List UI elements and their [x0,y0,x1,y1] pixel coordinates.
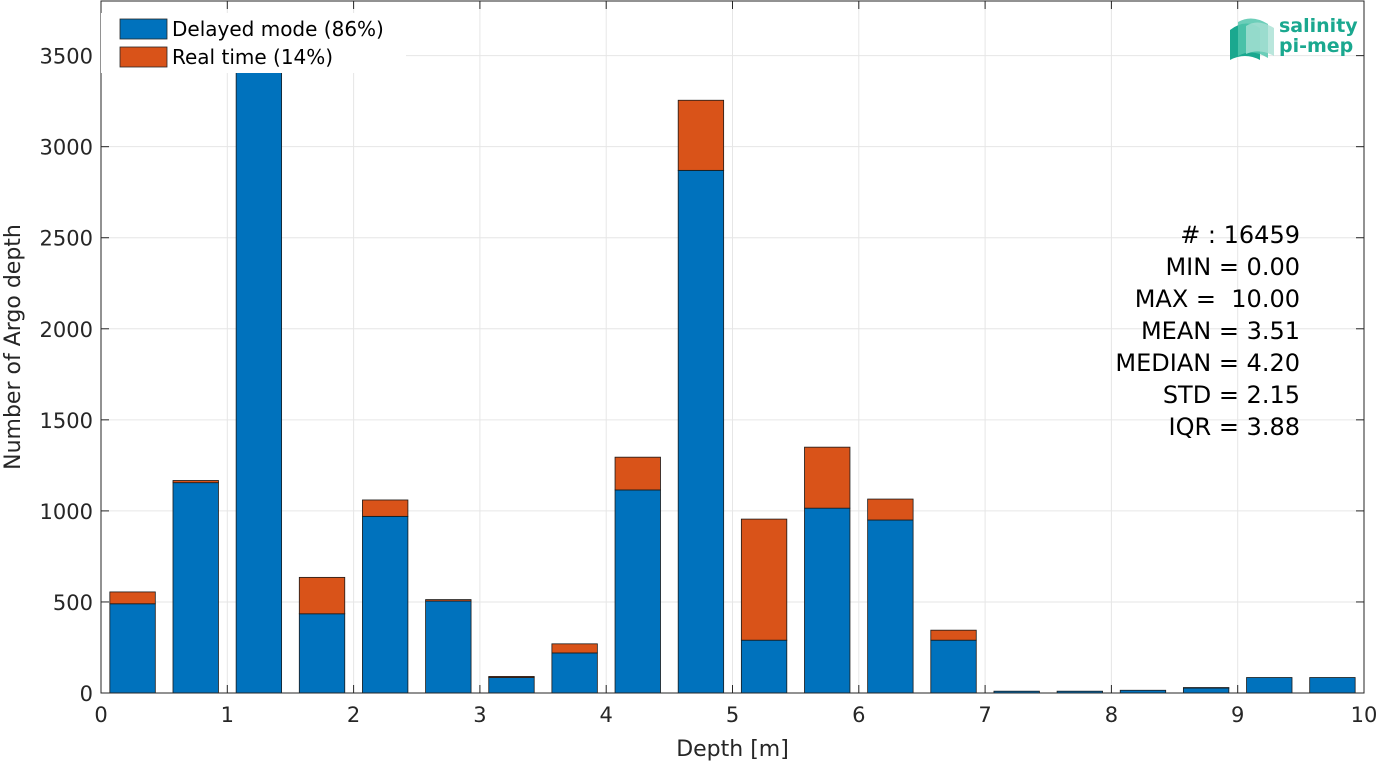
y-tick-label: 0 [80,682,93,706]
stats-iqr: IQR = 3.88 [1169,413,1300,441]
legend-swatch-realtime [119,46,168,68]
x-tick-label: 3 [473,703,486,727]
bar-delayed-mode [740,639,788,694]
bar-delayed-mode [867,519,914,694]
x-tick-label: 7 [978,703,991,727]
bar-real-time [804,446,851,509]
bar-delayed-mode [109,603,156,694]
stats-mean: MEAN = 3.51 [1141,317,1300,345]
bar-real-time [740,518,788,641]
x-tick-label: 0 [94,703,107,727]
y-tick-label: 2000 [40,318,93,342]
y-tick-label: 3500 [40,45,93,69]
logo-text-line1: salinity [1279,15,1358,37]
bar-real-time [362,499,409,517]
legend-swatch-delayed [119,18,168,40]
y-tick-label: 1000 [40,500,93,524]
bars-layer [109,26,1356,694]
bar-delayed-mode [362,515,409,694]
bar-delayed-mode [235,55,283,694]
bar-delayed-mode [488,677,535,694]
bar-real-time [614,456,661,491]
grid-layer [100,1,1365,693]
bar-real-time [298,576,346,615]
x-tick-label: 6 [852,703,865,727]
bar-real-time [425,599,472,602]
logo-text-line2: pi-mep [1279,35,1353,57]
bar-delayed-mode [1182,687,1230,694]
bar-real-time [551,643,598,654]
stats-annotation: # : 16459 MIN = 0.00 MAX = 10.00 MEAN = … [1115,221,1300,441]
bar-delayed-mode [614,489,661,694]
ticks-layer: 0 1 2 3 4 5 6 7 8 9 10 0 500 1000 1500 2000 2500 3000 3500 [40,1,1378,727]
bar-real-time [867,498,914,521]
stats-min: MIN = 0.00 [1165,253,1300,281]
bar-delayed-mode [1309,677,1356,694]
stats-median: MEDIAN = 4.20 [1115,349,1300,377]
bar-real-time [488,676,535,678]
legend-label-realtime: Real time (14%) [172,45,333,69]
stats-count: # : 16459 [1180,221,1300,249]
salinity-pimep-logo: salinity pi-mep [1230,15,1358,60]
bar-real-time [930,629,977,641]
stats-std: STD = 2.15 [1163,381,1300,409]
y-tick-label: 2500 [40,227,93,251]
bar-delayed-mode [804,507,851,694]
x-tick-label: 2 [347,703,360,727]
bar-delayed-mode [172,482,219,694]
x-tick-label: 4 [600,703,613,727]
bar-delayed-mode [298,613,346,694]
stats-max: MAX = 10.00 [1135,285,1300,313]
x-tick-label: 10 [1351,703,1378,727]
x-tick-label: 8 [1105,703,1118,727]
x-tick-label: 9 [1231,703,1244,727]
x-tick-label: 1 [221,703,234,727]
legend: Delayed mode (86%) Real time (14%) [101,13,406,73]
bar-real-time [1182,687,1230,689]
y-tick-label: 3000 [40,136,93,160]
legend-label-delayed: Delayed mode (86%) [172,17,384,41]
bar-delayed-mode [425,600,472,694]
bar-delayed-mode [1246,677,1293,694]
y-axis-title: Number of Argo depth [1,224,26,470]
x-axis-title: Depth [m] [676,737,789,762]
bar-real-time [109,591,156,605]
bar-delayed-mode [677,169,725,694]
bar-delayed-mode [551,652,598,694]
bar-real-time [677,99,725,171]
y-tick-label: 500 [53,591,93,615]
bar-real-time [172,480,219,484]
y-tick-label: 1500 [40,409,93,433]
wave-logo-icon [1230,18,1274,60]
x-tick-label: 5 [726,703,739,727]
bar-delayed-mode [930,639,977,694]
